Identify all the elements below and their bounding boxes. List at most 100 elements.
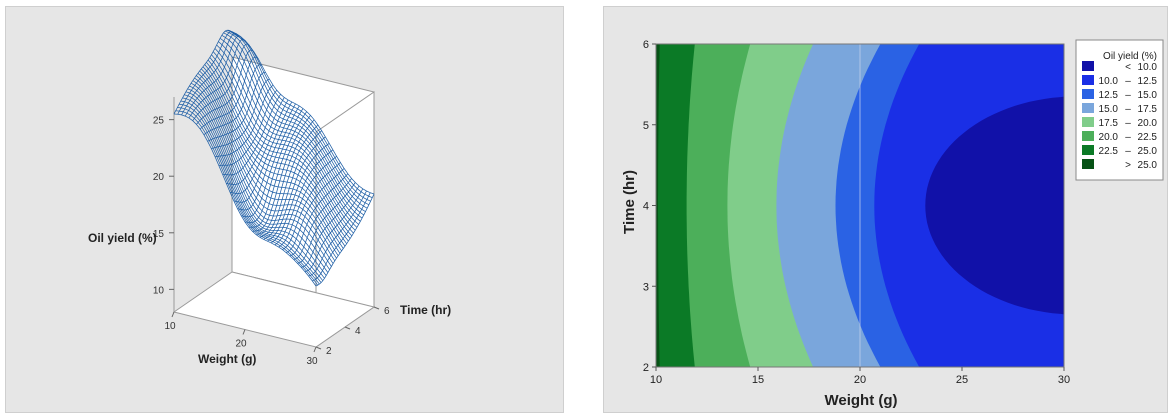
y-tick-label: 6 — [643, 39, 649, 51]
mesh-line — [219, 37, 363, 219]
surface-plot-panel: 10 20 30 2 4 6 10 15 20 25 Oil yield (%) Weight (… — [5, 6, 564, 413]
legend-range-low: 12.5 — [1099, 90, 1119, 101]
mesh-line — [197, 73, 341, 254]
legend-range-low: 17.5 — [1099, 118, 1119, 129]
legend-swatch — [1082, 117, 1094, 127]
legend-range-low: 10.0 — [1099, 76, 1119, 87]
z-axis-label: Oil yield (%) — [88, 231, 157, 245]
mesh-line — [173, 29, 233, 115]
z-tick-label: 20 — [153, 172, 165, 183]
legend-range-high: 22.5 — [1138, 132, 1158, 143]
x-tick-label: 10 — [164, 321, 176, 332]
mesh-line — [231, 32, 375, 195]
legend-range-high: 12.5 — [1138, 76, 1158, 87]
y-tick-label: 3 — [643, 281, 649, 293]
mesh-line — [192, 80, 336, 262]
mesh-line — [225, 30, 368, 209]
y-tick-mark — [315, 346, 322, 350]
z-tick-label: 10 — [153, 285, 165, 296]
legend-swatch — [1082, 145, 1094, 155]
x-tick-mark — [171, 311, 175, 318]
mesh-line — [226, 29, 370, 206]
mesh-line — [175, 110, 319, 286]
legend-title: Oil yield (%) — [1103, 51, 1157, 62]
mesh-line — [195, 75, 339, 256]
legend-range-high: 25.0 — [1138, 146, 1158, 157]
mesh-line — [194, 77, 337, 259]
mesh-line — [180, 100, 324, 281]
y-tick-mark — [373, 306, 380, 310]
y-tick-label: 5 — [643, 120, 649, 132]
surface-mesh — [173, 29, 375, 287]
mesh-line — [214, 48, 358, 228]
legend-range-dash: – — [1125, 90, 1131, 101]
legend-swatch — [1082, 75, 1094, 85]
legend-swatch — [1082, 61, 1094, 71]
legend-range-dash: – — [1125, 76, 1131, 87]
y-tick-label: 4 — [643, 201, 649, 213]
mesh-line — [190, 82, 334, 264]
y-tick-label: 6 — [384, 306, 390, 317]
mesh-line — [209, 57, 353, 237]
y-axis-label: Time (hr) — [400, 303, 451, 317]
mesh-line — [223, 32, 366, 212]
y-axis-label: Time (hr) — [621, 170, 638, 234]
legend-range-low: 15.0 — [1099, 104, 1119, 115]
legend: Oil yield (%) <10.010.0–12.512.5–15.015.… — [1075, 39, 1164, 181]
surface-plot: 10 20 30 2 4 6 10 15 20 25 Oil yield (%) Weight (… — [88, 29, 451, 367]
legend-swatch — [1082, 159, 1094, 169]
x-tick-label: 15 — [752, 374, 764, 386]
legend-range-high: 10.0 — [1138, 62, 1158, 73]
y-tick-label: 2 — [326, 346, 332, 357]
x-axis-label: Weight (g) — [198, 352, 256, 366]
mesh-line — [173, 113, 317, 287]
mesh-line — [230, 30, 373, 198]
mesh-line — [187, 88, 330, 270]
legend-range-dash: – — [1125, 146, 1131, 157]
x-tick-label: 30 — [1058, 374, 1070, 386]
x-axis-label: Weight (g) — [824, 392, 897, 409]
legend-swatch — [1082, 89, 1094, 99]
z-tick-label: 25 — [153, 116, 165, 127]
mesh-line — [179, 103, 322, 283]
mesh-line — [216, 44, 359, 225]
y-tick-label: 4 — [355, 326, 361, 337]
legend-range-op: < — [1125, 62, 1131, 73]
contour-plot: 10 15 20 25 30 2 3 4 5 6 Weight (g) Time (hr) Oil… — [621, 39, 1164, 409]
legend-range-dash: – — [1125, 132, 1131, 143]
legend-range-low: 20.0 — [1099, 132, 1119, 143]
legend-range-dash: – — [1125, 118, 1131, 129]
contour-band — [925, 96, 1064, 315]
x-tick-label: 25 — [956, 374, 968, 386]
x-tick-mark — [313, 346, 317, 353]
y-tick-mark — [344, 326, 351, 330]
mesh-line — [184, 94, 327, 276]
z-tick-label: 15 — [153, 229, 165, 240]
legend-range-high: 20.0 — [1138, 118, 1158, 129]
mesh-line — [228, 29, 371, 202]
legend-range-high: 17.5 — [1138, 104, 1158, 115]
legend-swatch — [1082, 131, 1094, 141]
x-tick-label: 20 — [854, 374, 866, 386]
mesh-line — [218, 41, 361, 222]
mesh-line — [207, 59, 351, 239]
mesh-line — [204, 64, 348, 244]
contour-plot-panel: 10 15 20 25 30 2 3 4 5 6 Weight (g) Time (hr) Oil… — [603, 6, 1168, 413]
mesh-line — [199, 70, 342, 252]
legend-range-dash: – — [1125, 104, 1131, 115]
mesh-line — [177, 107, 320, 285]
legend-swatch — [1082, 103, 1094, 113]
legend-range-high: 25.0 — [1138, 160, 1158, 171]
mesh-line — [212, 51, 356, 231]
mesh-line — [221, 34, 365, 216]
mesh-line — [185, 91, 329, 273]
x-tick-label: 10 — [650, 374, 662, 386]
mesh-line — [189, 85, 332, 267]
x-tick-label: 20 — [235, 339, 247, 350]
mesh-line — [211, 54, 354, 234]
x-tick-label: 30 — [306, 356, 318, 367]
legend-range-low: 22.5 — [1099, 146, 1119, 157]
mesh-line — [182, 97, 325, 279]
legend-range-op: > — [1125, 160, 1131, 171]
y-tick-label: 2 — [643, 362, 649, 374]
